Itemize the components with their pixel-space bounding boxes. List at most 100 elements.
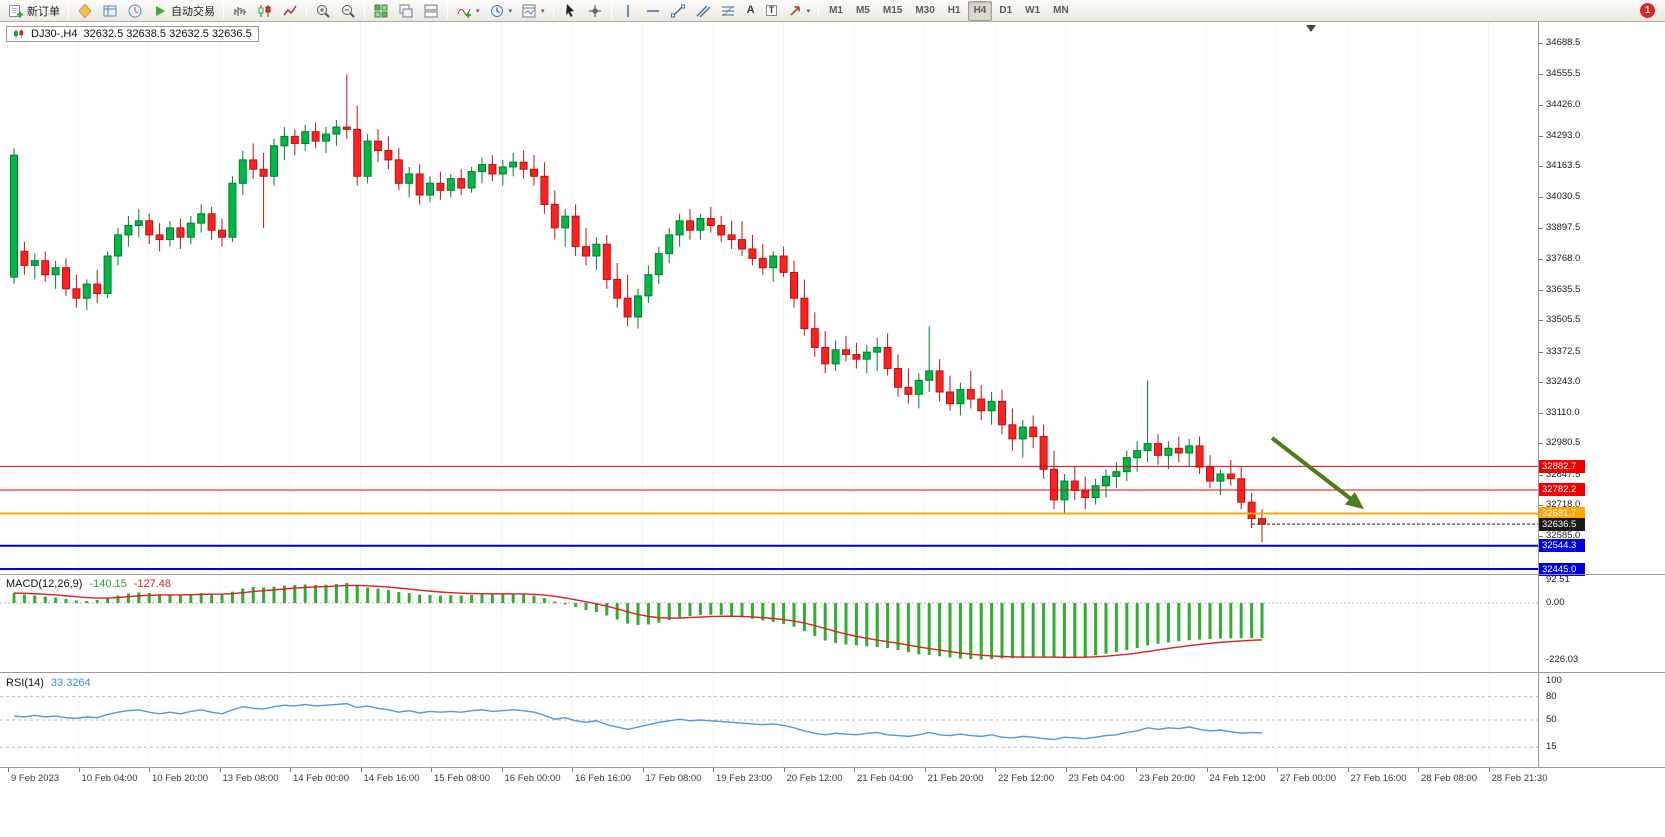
tile-windows-button[interactable] bbox=[369, 1, 393, 21]
time-tick-mark bbox=[78, 768, 80, 772]
candle bbox=[623, 274, 632, 327]
fibonacci-button[interactable] bbox=[716, 1, 740, 21]
timeframe-button-m5[interactable]: M5 bbox=[855, 5, 870, 16]
bar-chart-icon bbox=[232, 3, 248, 19]
pane-separator[interactable] bbox=[0, 672, 1665, 673]
candle bbox=[530, 155, 538, 186]
bar-chart-button[interactable] bbox=[228, 1, 252, 21]
price-tick-label: 34163.5 bbox=[1546, 160, 1581, 172]
candle bbox=[675, 213, 684, 247]
pane-separator[interactable] bbox=[0, 574, 1665, 575]
channel-button[interactable] bbox=[691, 1, 715, 21]
price-tick-label: 33897.5 bbox=[1546, 222, 1581, 234]
trend-arrow-annotation[interactable] bbox=[1270, 436, 1365, 510]
candle bbox=[1102, 469, 1110, 498]
timeframe-button-h4[interactable]: H4 bbox=[967, 0, 993, 21]
text-button[interactable]: A bbox=[741, 1, 761, 21]
candle bbox=[862, 345, 871, 374]
macd-scale-label: 92.51 bbox=[1546, 573, 1570, 585]
candle bbox=[1133, 441, 1142, 472]
candlestick-chart-button[interactable] bbox=[253, 1, 277, 21]
rsi-line bbox=[13, 702, 1263, 741]
candle bbox=[1122, 450, 1131, 482]
candle bbox=[852, 342, 861, 369]
candle bbox=[873, 338, 882, 371]
notification-badge[interactable]: 1 bbox=[1640, 3, 1655, 18]
zoom-in-button[interactable] bbox=[311, 1, 335, 21]
rsi-panel[interactable] bbox=[0, 673, 1538, 767]
timeframe-button-w1[interactable]: W1 bbox=[1025, 5, 1041, 16]
time-tick-mark bbox=[219, 768, 221, 772]
candle bbox=[228, 176, 237, 242]
tile-horizontal-icon bbox=[423, 3, 439, 19]
candle bbox=[10, 148, 18, 285]
candle bbox=[114, 227, 122, 266]
price-tick-mark bbox=[1539, 197, 1543, 199]
time-axis-label: 20 Feb 12:00 bbox=[786, 773, 843, 784]
periods-button[interactable]: ▾ bbox=[485, 1, 517, 21]
price-scale[interactable]: 34688.5 34555.5 34426.0 34293.0 34163.5 34030… bbox=[1538, 22, 1665, 767]
candle bbox=[769, 251, 778, 282]
time-axis-label: 22 Feb 12:00 bbox=[998, 773, 1054, 784]
candle bbox=[904, 368, 913, 404]
candle bbox=[51, 260, 60, 289]
data-window-button[interactable] bbox=[98, 1, 122, 21]
timeframe-button-m15[interactable]: M15 bbox=[882, 5, 903, 16]
candle bbox=[62, 258, 70, 296]
macd-panel[interactable] bbox=[0, 575, 1538, 672]
vertical-line-button[interactable] bbox=[616, 1, 640, 21]
timeframe-button-h1[interactable]: H1 bbox=[947, 5, 961, 16]
new-order-button[interactable]: 新订单 bbox=[4, 1, 64, 21]
candle bbox=[758, 244, 767, 275]
price-tick-mark bbox=[1539, 505, 1543, 506]
zoom-out-button[interactable] bbox=[336, 1, 360, 21]
label-button[interactable]: T bbox=[762, 1, 782, 21]
price-tick-label: 33635.5 bbox=[1546, 283, 1581, 295]
candle bbox=[415, 164, 424, 205]
candle bbox=[509, 152, 518, 177]
candle bbox=[550, 190, 559, 240]
price-tick-mark bbox=[1539, 474, 1543, 476]
arrows-button[interactable]: ▾ bbox=[783, 1, 815, 21]
price-tick-mark bbox=[1539, 74, 1543, 76]
timeframe-button-m30[interactable]: M30 bbox=[915, 5, 935, 16]
candle bbox=[41, 251, 50, 282]
macd-scale-label: -226.03 bbox=[1546, 653, 1579, 665]
time-tick-mark bbox=[501, 768, 503, 772]
candle bbox=[197, 204, 206, 233]
chart-shift-marker[interactable] bbox=[1306, 25, 1316, 32]
price-tick-label: 33505.5 bbox=[1546, 314, 1581, 326]
tile-horizontal-button[interactable] bbox=[419, 1, 443, 21]
crosshair-button[interactable] bbox=[583, 1, 607, 21]
time-tick-mark bbox=[149, 768, 150, 772]
time-axis-label: 19 Feb 23:00 bbox=[716, 773, 772, 784]
line-chart-button[interactable] bbox=[278, 1, 302, 21]
candle bbox=[1195, 436, 1204, 475]
rsi-value: 33.3264 bbox=[50, 677, 91, 689]
horizontal-line-button[interactable] bbox=[641, 1, 665, 21]
candle bbox=[790, 260, 798, 308]
indicators-button[interactable]: ▾ bbox=[452, 1, 484, 21]
cascade-windows-button[interactable] bbox=[394, 1, 418, 21]
time-axis[interactable]: 9 Feb 2023 10 Feb 04:00 10 Feb 20:00 13 Feb… bbox=[0, 768, 1665, 789]
timeframe-button-mn[interactable]: MN bbox=[1053, 5, 1069, 16]
candle bbox=[654, 246, 663, 285]
templates-button[interactable]: ▾ bbox=[517, 1, 549, 21]
price-tick-label: 34688.5 bbox=[1546, 36, 1581, 48]
time-axis-label: 21 Feb 04:00 bbox=[857, 773, 913, 784]
navigator-button[interactable] bbox=[123, 1, 147, 21]
candle bbox=[488, 155, 497, 181]
market-watch-button[interactable] bbox=[73, 1, 97, 21]
candle bbox=[332, 120, 341, 146]
price-tick-label: 32718.0 bbox=[1546, 499, 1581, 510]
candle bbox=[842, 335, 850, 362]
candle bbox=[592, 237, 601, 271]
timeframe-button-d1[interactable]: D1 bbox=[999, 5, 1013, 16]
auto-trading-button[interactable]: 自动交易 bbox=[148, 1, 219, 21]
cursor-button[interactable] bbox=[558, 1, 582, 21]
toolbar-separator bbox=[610, 3, 612, 18]
trendline-button[interactable] bbox=[666, 1, 690, 21]
candle bbox=[1185, 438, 1194, 468]
timeframe-button-m1[interactable]: M1 bbox=[829, 5, 843, 16]
main-price-chart[interactable] bbox=[0, 22, 1538, 574]
